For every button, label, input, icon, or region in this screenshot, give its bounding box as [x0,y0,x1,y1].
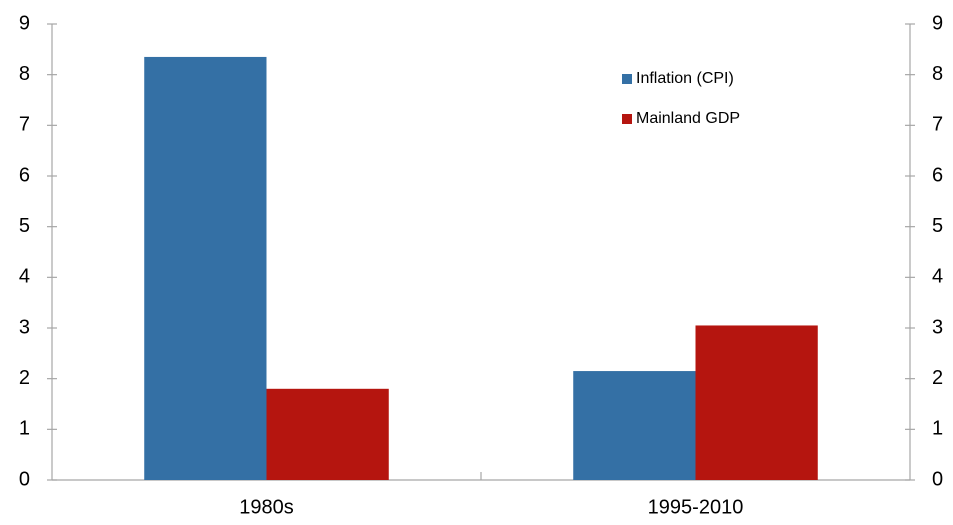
y2-tick-label: 9 [932,12,943,34]
legend-swatch [622,114,632,124]
y-tick-label: 0 [19,468,30,490]
y-tick-label: 4 [19,266,30,288]
y-tick-label: 8 [19,63,30,85]
x-tick-label: 1980s [239,496,294,518]
bar [144,56,267,480]
y-tick-label: 9 [19,12,30,34]
y-tick-label: 6 [19,164,30,186]
legend-swatch [622,74,632,84]
bar [695,325,818,480]
y-tick-label: 1 [19,418,30,440]
y-tick-label: 7 [19,114,30,136]
y-tick-label: 3 [19,316,30,338]
legend-text: Mainland GDP [636,110,740,127]
y-tick-label: 2 [19,367,30,389]
y2-tick-label: 7 [932,114,943,136]
legend-text: Inflation (CPI) [636,70,734,87]
y2-tick-label: 2 [932,367,943,389]
bar [573,371,696,480]
y2-tick-label: 5 [932,215,943,237]
y2-tick-label: 0 [932,468,943,490]
y2-tick-label: 3 [932,316,943,338]
x-tick-label: 1995-2010 [648,496,744,518]
y2-tick-label: 8 [932,63,943,85]
y2-tick-label: 4 [932,266,943,288]
y2-tick-label: 6 [932,164,943,186]
y2-tick-label: 1 [932,418,943,440]
y-tick-label: 5 [19,215,30,237]
bar [266,388,389,480]
